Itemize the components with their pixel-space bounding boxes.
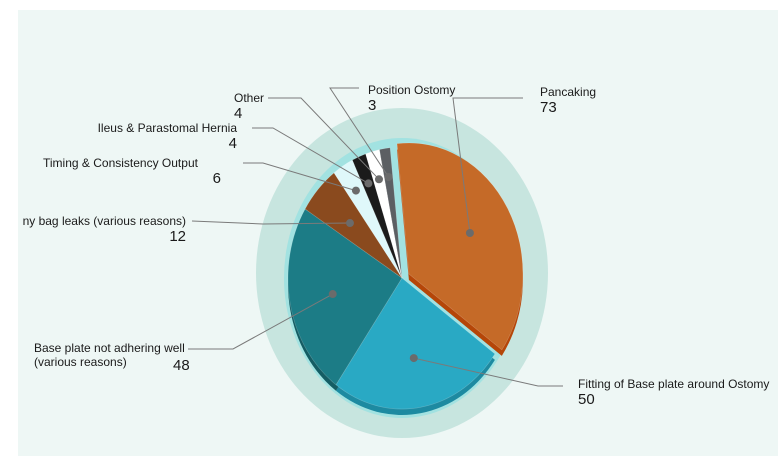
pie-slice [379, 147, 403, 279]
leader-dot [409, 354, 418, 363]
leader-dot [351, 186, 360, 195]
label-bagleaks: ny bag leaks (various reasons) 12 [18, 214, 186, 245]
pie-chart [188, 87, 563, 438]
leader-line [243, 162, 357, 192]
label-other-value: 4 [234, 105, 243, 122]
leader-dot [465, 228, 474, 237]
leader-dot [374, 175, 383, 184]
label-timing-value: 6 [212, 170, 221, 187]
leader-dot [384, 172, 393, 181]
leader-line [252, 127, 369, 184]
label-ileus-name: Ileus & Parastomal Hernia [97, 121, 237, 135]
label-timing: Timing & Consistency Output 6 [43, 156, 221, 187]
leader-line [188, 293, 333, 350]
label-pancaking-name: Pancaking [540, 85, 597, 99]
label-baseplate-value: 48 [173, 357, 190, 374]
label-position-name: Position Ostomy [368, 83, 456, 97]
leader-line [329, 87, 389, 178]
label-baseplate-name-2: (various reasons) [34, 355, 127, 369]
leader-dot [345, 219, 354, 228]
leader-line [413, 357, 563, 387]
leader-line [191, 220, 350, 225]
label-other: Other 4 [234, 91, 264, 122]
label-ileus: Ileus & Parastomal Hernia 4 [78, 121, 237, 152]
label-ileus-value: 4 [228, 135, 237, 152]
label-baseplate: Base plate not adhering well (various re… [34, 341, 194, 374]
label-bagleaks-value: 12 [169, 228, 186, 245]
label-position-value: 3 [368, 97, 377, 114]
chart-panel: Pancaking 73 Fitting of Base plate aroun… [18, 10, 778, 456]
label-other-name: Other [234, 91, 265, 105]
leader-line [452, 97, 523, 234]
label-fitting-value: 50 [578, 391, 595, 408]
leader-line [268, 97, 380, 180]
label-timing-name: Timing & Consistency Output [43, 156, 198, 170]
pie-slice [365, 149, 403, 279]
pie-slice [396, 142, 524, 351]
label-bagleaks-name: ny bag leaks (various reasons) [22, 214, 186, 228]
label-fitting-name: Fitting of Base plate around Ostomy [578, 377, 770, 391]
label-fitting: Fitting of Base plate around Ostomy 50 [578, 377, 769, 408]
label-pancaking: Pancaking 73 [540, 85, 596, 116]
leader-dot [364, 179, 373, 188]
pie-slice [304, 172, 403, 279]
label-pancaking-value: 73 [540, 99, 557, 116]
label-position: Position Ostomy 3 [368, 83, 455, 114]
pie-slice [287, 208, 403, 386]
label-baseplate-name-1: Base plate not adhering well [34, 341, 185, 355]
leader-dot [328, 290, 337, 299]
pie-slice [335, 277, 496, 410]
